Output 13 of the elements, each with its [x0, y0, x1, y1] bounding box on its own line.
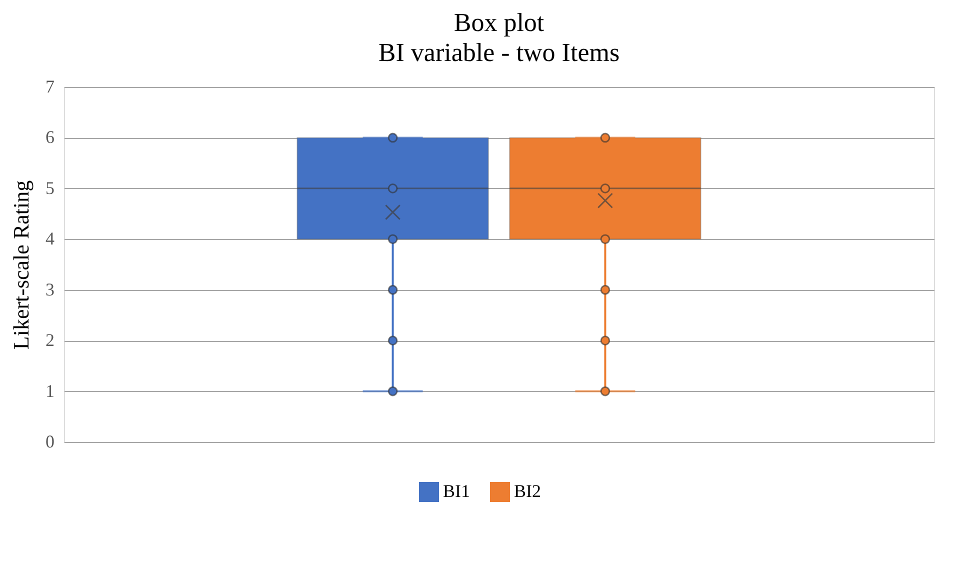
- chart-title: Box plot: [454, 8, 545, 37]
- y-tick-label: 2: [46, 330, 54, 350]
- legend-label: BI2: [514, 481, 541, 501]
- chart-subtitle: BI variable - two Items: [378, 38, 620, 67]
- y-tick-label: 1: [46, 380, 54, 401]
- y-tick-label: 3: [46, 279, 54, 300]
- y-tick-label: 5: [46, 178, 54, 198]
- y-tick-label: 0: [46, 432, 54, 452]
- y-tick-label: 7: [46, 76, 54, 96]
- y-tick-label: 6: [46, 127, 54, 148]
- y-tick-label: 4: [46, 228, 54, 249]
- legend-label: BI1: [443, 481, 470, 501]
- y-axis-title: Likert-scale Rating: [8, 180, 34, 350]
